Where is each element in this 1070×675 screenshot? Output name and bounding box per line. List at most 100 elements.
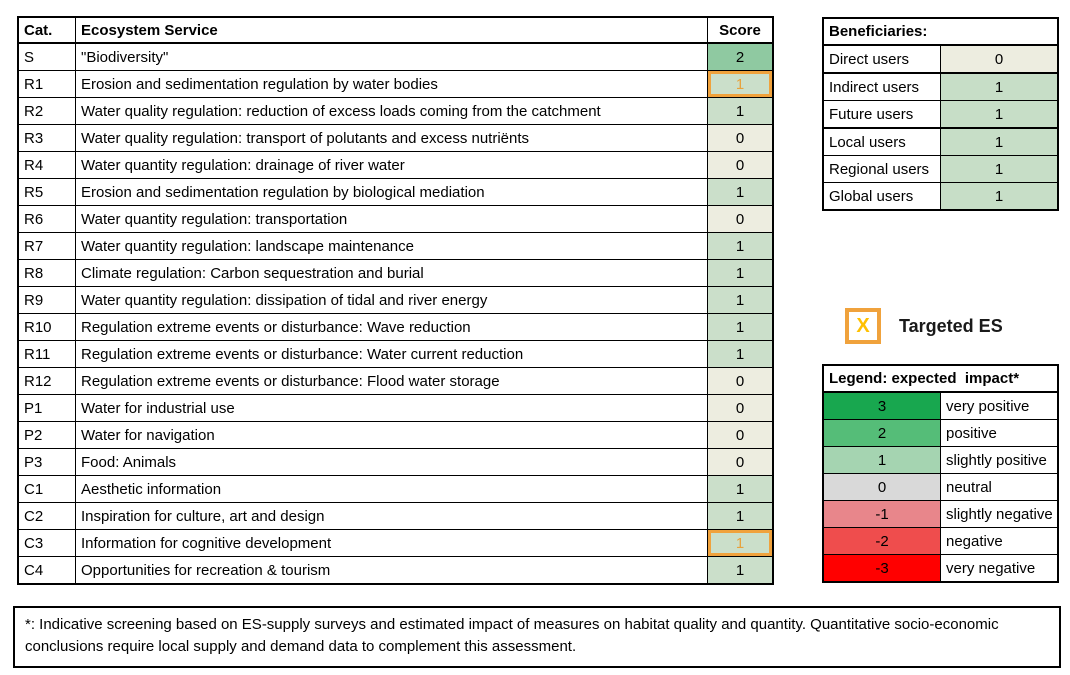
es-cat-cell: R2 xyxy=(17,97,76,125)
es-service-cell: Water quality regulation: reduction of e… xyxy=(75,97,708,125)
es-row-R4: R4 Water quantity regulation: drainage of… xyxy=(17,151,774,179)
legend-label: positive xyxy=(940,419,1059,447)
es-service-cell: Water for navigation xyxy=(75,421,708,449)
es-service-cell: Regulation extreme events or disturbance… xyxy=(75,313,708,341)
es-cat-cell: R1 xyxy=(17,70,76,98)
legend-row: -1 slightly negative xyxy=(822,500,1059,528)
es-service-cell: Water quantity regulation: transportatio… xyxy=(75,205,708,233)
es-row-C4: C4 Opportunities for recreation & tourism… xyxy=(17,556,774,585)
es-row-R2: R2 Water quality regulation: reduction of… xyxy=(17,97,774,125)
beneficiary-label: Indirect users xyxy=(822,72,941,101)
es-row-P2: P2 Water for navigation 0 xyxy=(17,421,774,449)
beneficiary-value: 1 xyxy=(940,182,1059,211)
legend-value-swatch: 1 xyxy=(822,446,941,474)
es-header-cat: Cat. xyxy=(17,16,76,44)
legend-row: 3 very positive xyxy=(822,391,1059,420)
es-row-R10: R10 Regulation extreme events or disturba… xyxy=(17,313,774,341)
es-row-R7: R7 Water quantity regulation: landscape m… xyxy=(17,232,774,260)
es-row-C1: C1 Aesthetic information 1 xyxy=(17,475,774,503)
footnote-text: *: Indicative screening based on ES-supp… xyxy=(25,616,999,655)
es-service-cell: Erosion and sedimentation regulation by … xyxy=(75,70,708,98)
beneficiary-value: 1 xyxy=(940,100,1059,129)
es-header-row: Cat. Ecosystem Service Score xyxy=(17,16,774,44)
es-service-cell: Water quantity regulation: landscape mai… xyxy=(75,232,708,260)
beneficiary-label: Direct users xyxy=(822,44,941,74)
es-service-cell: Food: Animals xyxy=(75,448,708,476)
es-score-cell: 1 xyxy=(707,232,774,260)
es-service-cell: Water for industrial use xyxy=(75,394,708,422)
legend-label: slightly positive xyxy=(940,446,1059,474)
beneficiaries-title: Beneficiaries: xyxy=(822,17,1059,46)
es-cat-cell: C2 xyxy=(17,502,76,530)
es-cat-cell: R4 xyxy=(17,151,76,179)
es-cat-cell: R3 xyxy=(17,124,76,152)
es-row-R5: R5 Erosion and sedimentation regulation b… xyxy=(17,178,774,206)
beneficiary-row: Global users 1 xyxy=(822,182,1059,211)
es-cat-cell: P2 xyxy=(17,421,76,449)
legend-value-swatch: -1 xyxy=(822,500,941,528)
beneficiary-row: Local users 1 xyxy=(822,127,1059,156)
es-cat-cell: R6 xyxy=(17,205,76,233)
es-cat-cell: R11 xyxy=(17,340,76,368)
legend-row: -3 very negative xyxy=(822,554,1059,583)
ecosystem-services-table: Cat. Ecosystem Service Score S "Biodivers… xyxy=(17,16,774,585)
es-score-cell: 0 xyxy=(707,367,774,395)
beneficiary-row: Future users 1 xyxy=(822,100,1059,129)
es-score-cell: 0 xyxy=(707,448,774,476)
es-service-cell: "Biodiversity" xyxy=(75,42,708,71)
legend-label: negative xyxy=(940,527,1059,555)
es-score-cell: 1 xyxy=(707,97,774,125)
es-cat-cell: R5 xyxy=(17,178,76,206)
es-service-cell: Regulation extreme events or disturbance… xyxy=(75,340,708,368)
footnote-box: *: Indicative screening based on ES-supp… xyxy=(13,606,1061,668)
es-service-cell: Erosion and sedimentation regulation by … xyxy=(75,178,708,206)
es-cat-cell: C4 xyxy=(17,556,76,585)
legend-title: Legend: expected impact* xyxy=(822,364,1059,393)
beneficiary-label: Future users xyxy=(822,100,941,129)
es-score-cell: 1 xyxy=(707,556,774,585)
beneficiary-value: 1 xyxy=(940,127,1059,156)
es-score-cell: 1 xyxy=(707,313,774,341)
es-cat-cell: R9 xyxy=(17,286,76,314)
legend-row: 0 neutral xyxy=(822,473,1059,501)
es-row-P3: P3 Food: Animals 0 xyxy=(17,448,774,476)
es-row-C3: C3 Information for cognitive development 1 xyxy=(17,529,774,557)
es-score-cell: 0 xyxy=(707,151,774,179)
es-score-cell: 1 xyxy=(707,178,774,206)
es-cat-cell: P3 xyxy=(17,448,76,476)
es-score-cell: 0 xyxy=(707,205,774,233)
beneficiary-value: 1 xyxy=(940,72,1059,101)
es-row-R3: R3 Water quality regulation: transport of… xyxy=(17,124,774,152)
targeted-es-marker: X Targeted ES xyxy=(845,308,1003,344)
legend-value-swatch: 3 xyxy=(822,391,941,420)
es-score-cell: 2 xyxy=(707,42,774,71)
legend-label: slightly negative xyxy=(940,500,1059,528)
es-score-cell: 0 xyxy=(707,421,774,449)
beneficiaries-table: Beneficiaries: Direct users 0 Indirect use… xyxy=(822,17,1059,211)
es-row-S: S "Biodiversity" 2 xyxy=(17,42,774,71)
legend-label: very positive xyxy=(940,391,1059,420)
es-row-R9: R9 Water quantity regulation: dissipation… xyxy=(17,286,774,314)
es-cat-cell: C1 xyxy=(17,475,76,503)
es-cat-cell: R10 xyxy=(17,313,76,341)
beneficiary-value: 1 xyxy=(940,155,1059,183)
legend-row: 1 slightly positive xyxy=(822,446,1059,474)
es-row-R11: R11 Regulation extreme events or disturba… xyxy=(17,340,774,368)
legend-label: neutral xyxy=(940,473,1059,501)
beneficiary-label: Global users xyxy=(822,182,941,211)
targeted-es-label: Targeted ES xyxy=(899,315,1003,336)
beneficiaries-header-row: Beneficiaries: xyxy=(822,17,1059,46)
impact-legend-table: Legend: expected impact* 3 very positive 2… xyxy=(822,364,1059,583)
targeted-x-icon: X xyxy=(845,308,881,344)
es-row-P1: P1 Water for industrial use 0 xyxy=(17,394,774,422)
legend-value-swatch: 0 xyxy=(822,473,941,501)
es-service-cell: Climate regulation: Carbon sequestration… xyxy=(75,259,708,287)
es-row-C2: C2 Inspiration for culture, art and desig… xyxy=(17,502,774,530)
legend-row: -2 negative xyxy=(822,527,1059,555)
es-score-cell: 0 xyxy=(707,394,774,422)
beneficiary-label: Regional users xyxy=(822,155,941,183)
es-cat-cell: R12 xyxy=(17,367,76,395)
es-score-cell-targeted: 1 xyxy=(707,70,774,98)
beneficiary-row: Direct users 0 xyxy=(822,44,1059,74)
